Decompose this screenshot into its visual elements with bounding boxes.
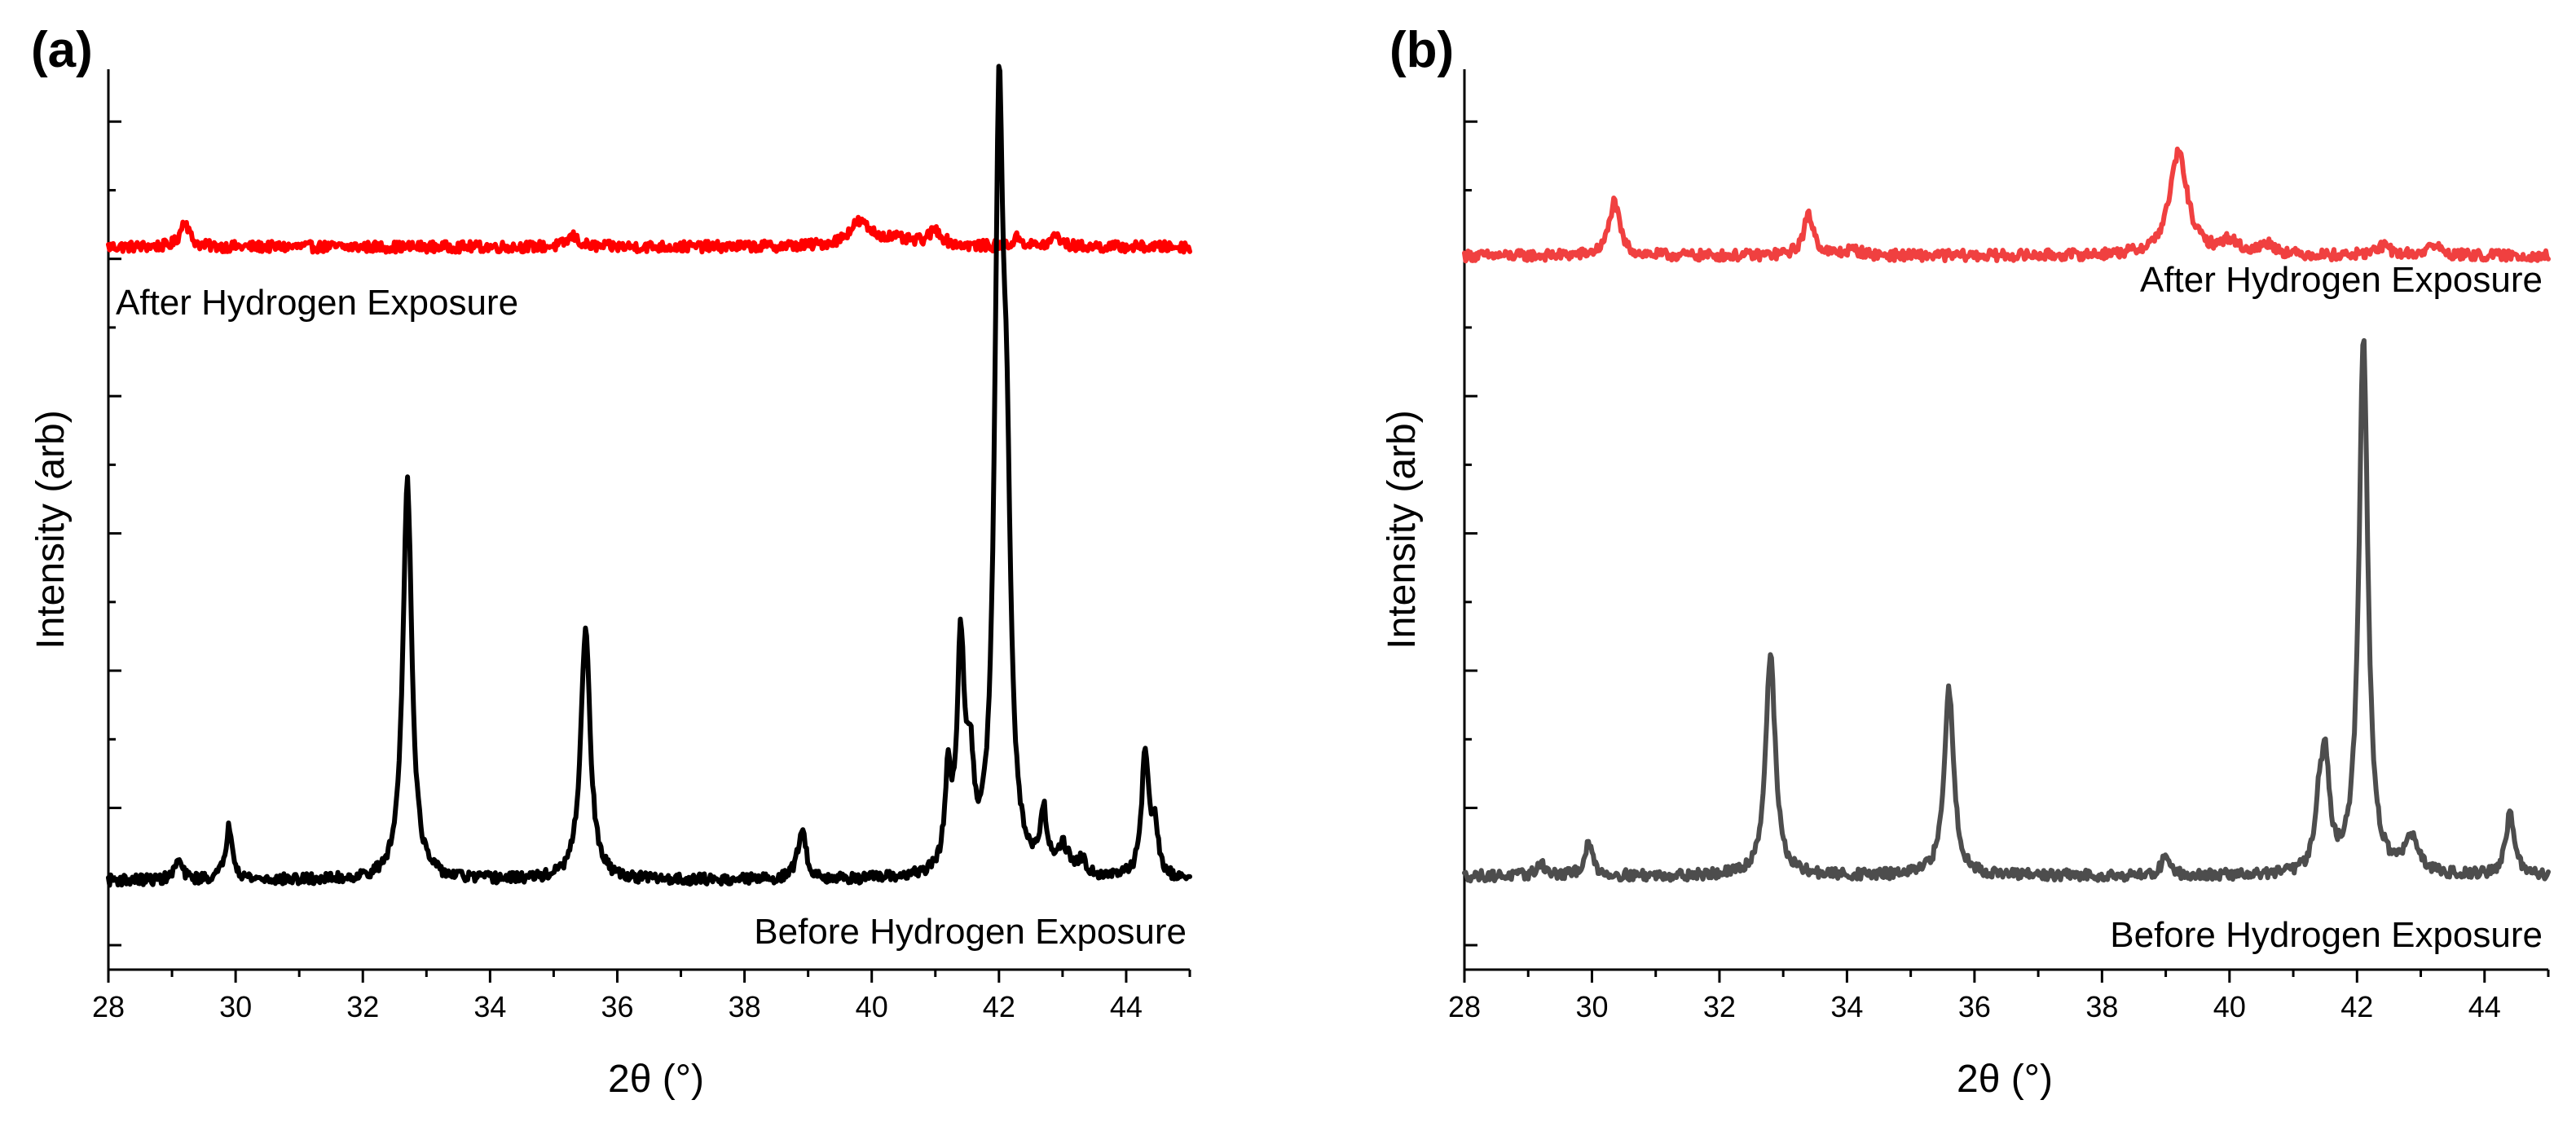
x-tick-label: 42 [2340,990,2373,1023]
panel-a-y-axis-title: Intensity (arb) [29,410,73,649]
panel-a-plot: 28 30 32 34 36 38 40 42 44 [92,64,1192,1023]
panel-b: (b) 28 30 32 34 36 38 40 42 44 2θ (°) Intensity … [1380,22,2551,1101]
x-tick-label: 32 [346,990,379,1023]
panel-b-x-axis-title: 2θ (°) [1957,1058,2053,1101]
panel-a-series-after [106,214,1192,255]
panel-a-before-label: Before Hydrogen Exposure [754,912,1187,952]
x-tick-label: 40 [2213,990,2246,1023]
x-tick-label: 30 [219,990,252,1023]
panel-b-series-after [1462,146,2551,264]
x-tick-label: 28 [92,990,125,1023]
x-tick-label: 36 [601,990,633,1023]
panel-b-plot: 28 30 32 34 36 38 40 42 44 [1448,69,2551,1023]
x-tick-label: 28 [1448,990,1481,1023]
x-tick-label: 44 [2468,990,2501,1023]
x-tick-label: 30 [1575,990,1608,1023]
panel-b-y-axis-title: Intensity (arb) [1380,410,1424,649]
panel-a-x-axis-title: 2θ (°) [608,1058,704,1101]
x-tick-label: 34 [1830,990,1863,1023]
x-tick-label: 44 [1110,990,1143,1023]
x-tick-label: 38 [2085,990,2118,1023]
panel-b-series-before [1462,338,2551,884]
panel-b-before-label: Before Hydrogen Exposure [2110,915,2543,955]
panel-a-after-label: After Hydrogen Exposure [116,283,518,323]
panel-b-after-label: After Hydrogen Exposure [2140,260,2543,300]
panel-a-series-before [106,64,1192,888]
x-tick-label: 34 [473,990,506,1023]
panel-a: (a) 28 30 32 34 36 38 40 42 44 2θ (°) Intensity … [29,22,1192,1101]
panel-b-label: (b) [1389,22,1454,78]
x-tick-label: 40 [856,990,888,1023]
x-tick-label: 32 [1703,990,1736,1023]
x-tick-label: 38 [729,990,761,1023]
panel-a-label: (a) [31,22,93,78]
x-tick-label: 42 [983,990,1015,1023]
x-tick-label: 36 [1958,990,1991,1023]
